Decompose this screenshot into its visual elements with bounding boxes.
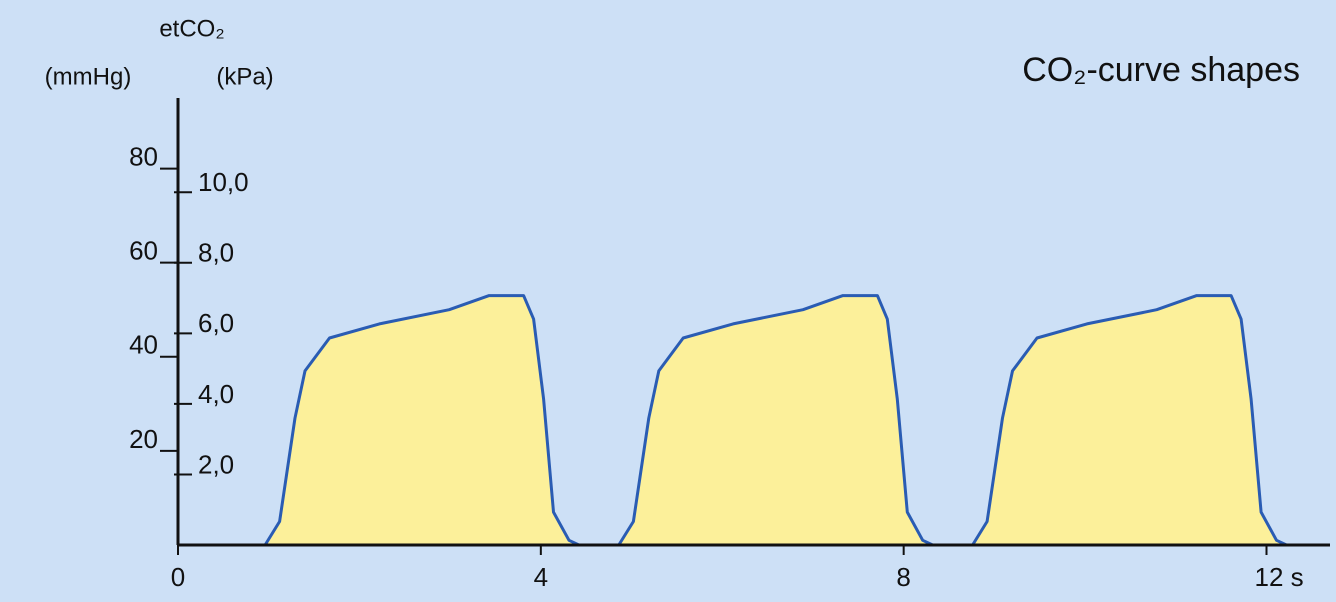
y-tick-label: 20 [129, 424, 158, 454]
x-tick-label: 0 [171, 562, 185, 592]
y-axis-unit: (mmHg) [45, 63, 132, 90]
y-tick-label: 60 [129, 236, 158, 266]
y2-tick-label: 8,0 [198, 238, 234, 268]
area-fill [178, 295, 1287, 545]
curve-line [178, 294, 1288, 547]
x-tick-label: 8 [896, 562, 910, 592]
x-tick-label: 12 s [1255, 562, 1304, 592]
y2-tick-label: 6,0 [198, 308, 234, 338]
y2-tick-label: 2,0 [198, 449, 234, 479]
y2-axis-unit: (kPa) [216, 63, 273, 90]
y-tick-label: 40 [129, 330, 158, 360]
y2-tick-label: 4,0 [198, 379, 234, 409]
chart-title: CO₂-curve shapes [1022, 51, 1300, 89]
y2-tick-label: 10,0 [198, 167, 249, 197]
y-tick-label: 80 [129, 141, 158, 171]
x-tick-label: 4 [534, 562, 548, 592]
y-axis-label: etCO₂ [159, 15, 224, 42]
